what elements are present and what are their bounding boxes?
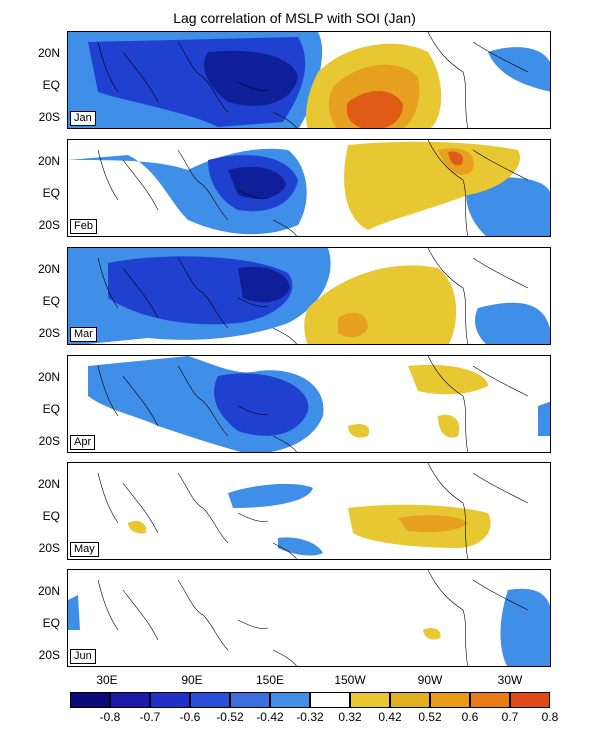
longitude-label: 150W: [334, 673, 366, 687]
latitude-label: 20N: [37, 584, 60, 598]
colorbar-tick-label: 0.8: [541, 710, 559, 724]
map-panel-may: May: [67, 462, 551, 560]
colorbar-swatch: [230, 692, 270, 708]
positive-correlation-region: [338, 312, 368, 338]
negative-correlation-region: [488, 47, 550, 92]
positive-correlation-region: [423, 627, 441, 640]
panel-month-label: Jun: [70, 649, 96, 664]
negative-correlation-region: [214, 373, 309, 436]
positive-correlation-region: [346, 91, 403, 128]
panel-month-label: Apr: [70, 435, 96, 450]
colorbar-swatch: [430, 692, 470, 708]
latitude-label: 20S: [38, 218, 60, 232]
coastline: [97, 32, 529, 128]
longitude-label: 30W: [497, 673, 523, 687]
map-panel-jan: Jan: [67, 31, 551, 129]
positive-correlation-region: [438, 414, 460, 438]
colorbar-tick-label: 0.52: [418, 710, 442, 724]
latitude-label: 20S: [38, 110, 60, 124]
longitude-label: 90W: [417, 673, 443, 687]
latitude-label: 20N: [37, 370, 60, 384]
panel-month-label: Feb: [70, 219, 97, 234]
colorbar-tick-label: -0.7: [139, 710, 161, 724]
negative-correlation-region: [204, 50, 298, 106]
negative-correlation-region: [538, 401, 550, 436]
coastline: [97, 356, 529, 452]
colorbar-tick-label: 0.6: [461, 710, 479, 724]
longitude-label: 30E: [96, 673, 118, 687]
negative-correlation-region: [475, 302, 550, 344]
longitude-label: 150E: [255, 673, 285, 687]
correlation-map: [68, 140, 550, 236]
colorbar-swatch: [110, 692, 150, 708]
colorbar-swatch: [310, 692, 350, 708]
map-panel-mar: Mar: [67, 247, 551, 345]
colorbar-swatch: [510, 692, 550, 708]
correlation-map: [88, 356, 550, 452]
correlation-map: [68, 248, 550, 344]
colorbar-swatch: [70, 692, 110, 708]
latitude-label: 20N: [37, 477, 60, 491]
colorbar-tick-label: 0.42: [378, 710, 402, 724]
colorbar-swatch: [390, 692, 430, 708]
map-panel-feb: Feb: [67, 139, 551, 237]
colorbar-swatch: [470, 692, 510, 708]
colorbar-swatch: [270, 692, 310, 708]
latitude-label: EQ: [42, 186, 60, 200]
negative-correlation-region: [228, 166, 286, 199]
colorbar-tick-label: -0.42: [256, 710, 284, 724]
coastline: [97, 248, 529, 344]
negative-correlation-region: [278, 537, 323, 556]
latitude-label: EQ: [42, 402, 60, 416]
colorbar: [70, 692, 550, 708]
latitude-label: 20S: [38, 648, 60, 662]
colorbar-tick-label: -0.6: [179, 710, 201, 724]
negative-correlation-region: [500, 588, 550, 666]
panel-month-label: Jan: [70, 111, 96, 126]
colorbar-tick-label: -0.52: [216, 710, 244, 724]
negative-correlation-region: [228, 483, 313, 508]
correlation-map: [68, 570, 550, 666]
map-panel-jun: Jun: [67, 569, 551, 667]
panel-month-label: Mar: [70, 327, 97, 342]
positive-correlation-region: [408, 364, 488, 395]
positive-correlation-region: [128, 521, 147, 534]
latitude-label: EQ: [42, 294, 60, 308]
colorbar-tick-label: -0.8: [99, 710, 121, 724]
latitude-label: EQ: [42, 509, 60, 523]
colorbar-swatch: [190, 692, 230, 708]
colorbar-swatch: [150, 692, 190, 708]
coastline: [97, 463, 529, 559]
coastline: [97, 570, 529, 666]
colorbar-tick-label: 0.32: [338, 710, 362, 724]
colorbar-tick-label: 0.7: [501, 710, 519, 724]
colorbar-swatch: [350, 692, 390, 708]
chart-title: Lag correlation of MSLP with SOI (Jan): [173, 10, 416, 26]
coastline: [97, 140, 529, 236]
correlation-map: [97, 463, 529, 559]
correlation-map: [68, 32, 550, 128]
panel-month-label: May: [70, 542, 99, 557]
longitude-label: 90E: [181, 673, 203, 687]
positive-correlation-region: [398, 515, 468, 533]
latitude-label: 20S: [38, 326, 60, 340]
negative-correlation-region: [238, 266, 290, 303]
latitude-label: 20N: [37, 46, 60, 60]
positive-correlation-region: [348, 424, 370, 438]
positive-correlation-region: [344, 141, 520, 230]
latitude-label: 20S: [38, 541, 60, 555]
latitude-label: 20S: [38, 434, 60, 448]
latitude-label: EQ: [42, 616, 60, 630]
map-panel-apr: Apr: [67, 355, 551, 453]
positive-correlation-region: [448, 151, 464, 166]
negative-correlation-region: [68, 595, 80, 630]
colorbar-tick-label: -0.32: [296, 710, 324, 724]
latitude-label: 20N: [37, 154, 60, 168]
negative-correlation-region: [466, 177, 550, 236]
latitude-label: 20N: [37, 262, 60, 276]
latitude-label: EQ: [42, 78, 60, 92]
